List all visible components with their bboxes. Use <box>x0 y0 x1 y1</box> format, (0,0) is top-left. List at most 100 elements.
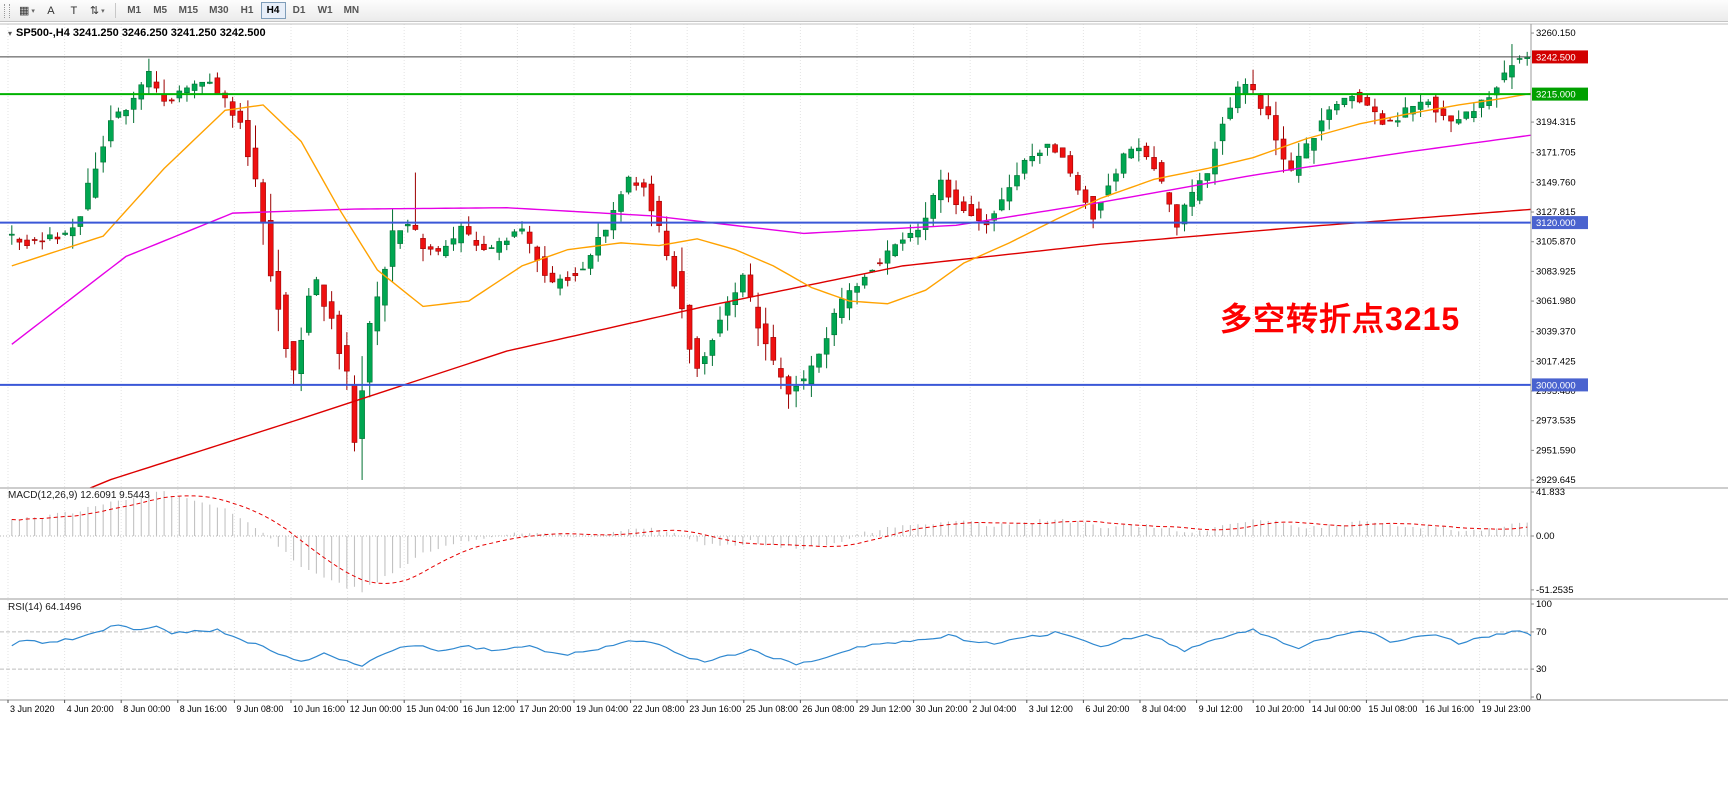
ma-red-line <box>88 208 1531 488</box>
cursor-tool-icon: ⇅ <box>89 5 100 17</box>
price-line-badge[interactable] <box>1532 87 1588 101</box>
time-axis-label: 10 Jun 16:00 <box>293 704 345 714</box>
macd-axis: 41.833 0.00 -51.2535 <box>1531 487 1574 596</box>
time-axis-label: 17 Jun 20:00 <box>519 704 571 714</box>
candles <box>9 44 1530 480</box>
time-axis-label: 25 Jun 08:00 <box>746 704 798 714</box>
macd-axis-label: 0.00 <box>1536 531 1555 542</box>
timeframe-h4-button[interactable]: H4 <box>260 2 286 19</box>
price-axis-label: 3127.815 <box>1536 207 1576 218</box>
letter-t-button[interactable]: T <box>63 2 85 20</box>
rsi-panel <box>0 624 1531 670</box>
price-axis-label: 3039.370 <box>1536 327 1576 338</box>
price-axis-label: 3105.870 <box>1536 237 1576 248</box>
chart-window-button[interactable]: ▦ ▾ <box>15 2 39 20</box>
price-line-badge[interactable] <box>1532 378 1588 392</box>
text-tool-icon: T <box>70 4 78 17</box>
time-axis-label: 16 Jul 16:00 <box>1425 704 1474 714</box>
ma-orange-line <box>11 92 1531 308</box>
collapse-triangle-icon[interactable]: ▾ <box>8 29 13 38</box>
time-axis-label: 30 Jun 20:00 <box>916 704 968 714</box>
main-chart-panel <box>9 44 1531 488</box>
price-axis-label: 2995.480 <box>1536 386 1576 397</box>
time-axis-label: 23 Jun 16:00 <box>689 704 741 714</box>
timeframe-h1-button[interactable]: H1 <box>235 2 260 19</box>
rsi-axis-label: 70 <box>1536 627 1547 638</box>
toolbar-drag-handle[interactable] <box>4 3 10 18</box>
toolbar-separator <box>114 3 116 18</box>
price-axis-label: 3061.980 <box>1536 296 1576 307</box>
timeframe-w1-button[interactable]: W1 <box>313 2 338 19</box>
time-axis-label: 26 Jun 08:00 <box>802 704 854 714</box>
time-axis-label: 19 Jul 23:00 <box>1482 704 1531 714</box>
timeframe-m1-button[interactable]: M1 <box>122 2 147 19</box>
time-axis-label: 19 Jun 04:00 <box>576 704 628 714</box>
chevron-down-icon: ▾ <box>31 7 35 15</box>
horizontal-price-lines <box>0 56 1531 386</box>
time-axis: 3 Jun 2020 4 Jun 20:00 8 Jun 00:00 8 Jun 16… <box>7 700 1531 714</box>
chart-title: ▾ SP500-,H4 3241.250 3246.250 3241.250 32… <box>8 27 266 39</box>
price-axis-label: 3149.760 <box>1536 177 1576 188</box>
time-axis-label: 12 Jun 00:00 <box>350 704 402 714</box>
price-axis-label: 2951.590 <box>1536 445 1576 456</box>
time-axis-label: 9 Jun 08:00 <box>236 704 283 714</box>
price-line-badge-label: 3000.000 <box>1536 380 1576 391</box>
panel-borders <box>0 23 1728 701</box>
macd-histogram <box>11 491 1528 593</box>
time-axis-label: 8 Jun 00:00 <box>123 704 170 714</box>
chart-window-icon: ▦ <box>19 5 30 17</box>
time-axis-label: 3 Jul 12:00 <box>1029 704 1073 714</box>
macd-axis-label: -51.2535 <box>1536 585 1574 596</box>
price-line-badge[interactable] <box>1532 50 1588 64</box>
macd-axis-label: 41.833 <box>1536 487 1565 498</box>
ma-magenta-line <box>11 134 1531 345</box>
chevron-down-icon: ▾ <box>101 7 105 15</box>
price-axis-label: 3083.925 <box>1536 266 1576 277</box>
price-line-badge-label: 3215.000 <box>1536 90 1576 101</box>
timeframe-m5-button[interactable]: M5 <box>148 2 173 19</box>
time-axis-label: 9 Jul 12:00 <box>1199 704 1243 714</box>
rsi-line <box>11 624 1531 667</box>
timeframe-d1-button[interactable]: D1 <box>287 2 312 19</box>
time-axis-label: 6 Jul 20:00 <box>1085 704 1129 714</box>
macd-signal-line <box>11 495 1528 584</box>
rsi-indicator-header: RSI(14) 64.1496 <box>8 602 82 613</box>
cursor-tool-button[interactable]: ⇅ ▾ <box>86 2 109 20</box>
time-axis-label: 2 Jul 04:00 <box>972 704 1016 714</box>
rsi-axis: 100 70 30 0 <box>1531 599 1552 703</box>
time-axis-label: 3 Jun 2020 <box>10 704 55 714</box>
time-axis-label: 8 Jun 16:00 <box>180 704 227 714</box>
toolbar: ▦ ▾ A T ⇅ ▾ M1 M5 M15 M30 H1 H4 D1 W1 MN <box>0 0 1728 22</box>
annotation-text[interactable]: 多空转折点3215 <box>1220 301 1461 337</box>
price-axis-label: 3017.425 <box>1536 356 1576 367</box>
price-axis-label: 3194.315 <box>1536 117 1576 128</box>
time-axis-label: 10 Jul 20:00 <box>1255 704 1304 714</box>
time-axis-label: 15 Jun 04:00 <box>406 704 458 714</box>
time-axis-label: 15 Jul 08:00 <box>1368 704 1417 714</box>
time-axis-label: 4 Jun 20:00 <box>67 704 114 714</box>
time-axis-label: 8 Jul 04:00 <box>1142 704 1186 714</box>
letter-a-button[interactable]: A <box>40 2 62 20</box>
price-axis: 3260.150 3194.315 3171.705 3149.760 3127.815… <box>1531 28 1588 486</box>
macd-panel <box>0 491 1531 593</box>
price-axis-label: 3171.705 <box>1536 148 1576 159</box>
chart-title-text: SP500-,H4 3241.250 3246.250 3241.250 324… <box>16 27 266 39</box>
price-chart-svg: 3260.150 3194.315 3171.705 3149.760 3127.815… <box>0 23 1728 714</box>
price-axis-label: 2973.535 <box>1536 416 1576 427</box>
price-axis-label: 2929.645 <box>1536 475 1576 486</box>
time-axis-label: 22 Jun 08:00 <box>633 704 685 714</box>
timeframe-m15-button[interactable]: M15 <box>174 2 203 19</box>
price-axis-label: 3260.150 <box>1536 28 1576 39</box>
rsi-axis-label: 0 <box>1536 692 1541 703</box>
time-axis-label: 29 Jun 12:00 <box>859 704 911 714</box>
time-axis-label: 16 Jun 12:00 <box>463 704 515 714</box>
price-line-badge-label: 3242.500 <box>1536 52 1576 63</box>
price-line-badge[interactable] <box>1532 216 1588 230</box>
timeframe-m30-button[interactable]: M30 <box>204 2 233 19</box>
letter-a-icon: A <box>47 4 55 17</box>
timeframe-mn-button[interactable]: MN <box>339 2 365 19</box>
price-line-badge-label: 3120.000 <box>1536 218 1576 229</box>
rsi-axis-label: 100 <box>1536 599 1552 610</box>
macd-indicator-header: MACD(12,26,9) 12.6091 9.5443 <box>8 490 150 501</box>
